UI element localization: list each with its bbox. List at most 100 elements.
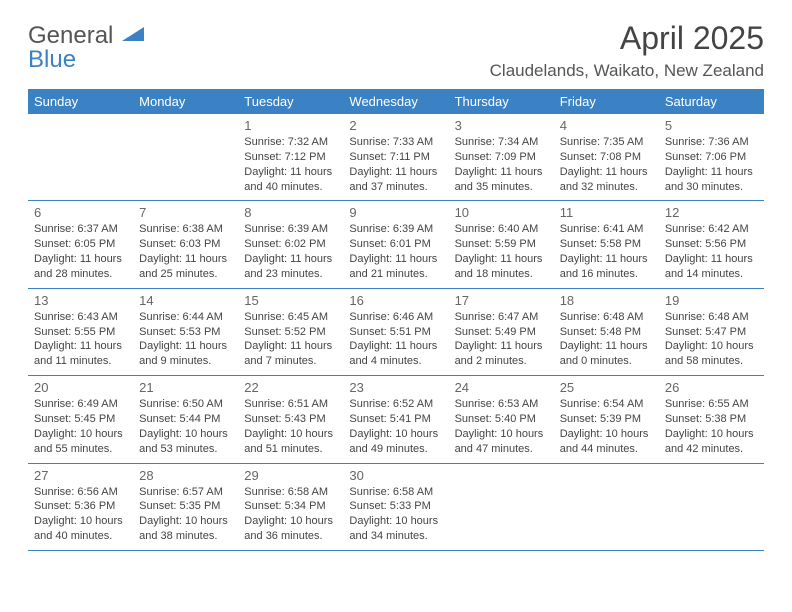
sunset-line: Sunset: 5:38 PM xyxy=(665,412,758,427)
day-details: Sunrise: 6:38 AMSunset: 6:03 PMDaylight:… xyxy=(139,222,232,281)
day-header: Saturday xyxy=(659,89,764,114)
day-details: Sunrise: 6:55 AMSunset: 5:38 PMDaylight:… xyxy=(665,397,758,456)
sunrise-line: Sunrise: 6:47 AM xyxy=(455,310,548,325)
sunset-line: Sunset: 7:11 PM xyxy=(349,150,442,165)
border-cell xyxy=(238,550,343,551)
day-number: 30 xyxy=(349,468,442,483)
calendar-day-cell: 15Sunrise: 6:45 AMSunset: 5:52 PMDayligh… xyxy=(238,288,343,375)
daylight-line: Daylight: 10 hours and 58 minutes. xyxy=(665,339,758,369)
daylight-line: Daylight: 10 hours and 55 minutes. xyxy=(34,427,127,457)
sunrise-line: Sunrise: 6:48 AM xyxy=(560,310,653,325)
sunrise-line: Sunrise: 6:57 AM xyxy=(139,485,232,500)
day-number: 8 xyxy=(244,205,337,220)
sunset-line: Sunset: 6:03 PM xyxy=(139,237,232,252)
calendar-day-cell: 12Sunrise: 6:42 AMSunset: 5:56 PMDayligh… xyxy=(659,201,764,288)
sunset-line: Sunset: 5:34 PM xyxy=(244,499,337,514)
sunset-line: Sunset: 5:49 PM xyxy=(455,325,548,340)
day-details: Sunrise: 6:40 AMSunset: 5:59 PMDaylight:… xyxy=(455,222,548,281)
daylight-line: Daylight: 11 hours and 14 minutes. xyxy=(665,252,758,282)
day-details: Sunrise: 6:56 AMSunset: 5:36 PMDaylight:… xyxy=(34,485,127,544)
day-details: Sunrise: 6:42 AMSunset: 5:56 PMDaylight:… xyxy=(665,222,758,281)
sunset-line: Sunset: 5:35 PM xyxy=(139,499,232,514)
daylight-line: Daylight: 11 hours and 30 minutes. xyxy=(665,165,758,195)
day-number: 14 xyxy=(139,293,232,308)
day-number: 2 xyxy=(349,118,442,133)
daylight-line: Daylight: 11 hours and 18 minutes. xyxy=(455,252,548,282)
day-header-row: SundayMondayTuesdayWednesdayThursdayFrid… xyxy=(28,89,764,114)
sunset-line: Sunset: 5:59 PM xyxy=(455,237,548,252)
sunrise-line: Sunrise: 6:39 AM xyxy=(244,222,337,237)
calendar-day-cell: 17Sunrise: 6:47 AMSunset: 5:49 PMDayligh… xyxy=(449,288,554,375)
daylight-line: Daylight: 10 hours and 47 minutes. xyxy=(455,427,548,457)
calendar-table: SundayMondayTuesdayWednesdayThursdayFrid… xyxy=(28,89,764,551)
day-number: 6 xyxy=(34,205,127,220)
daylight-line: Daylight: 10 hours and 53 minutes. xyxy=(139,427,232,457)
calendar-day-cell: 30Sunrise: 6:58 AMSunset: 5:33 PMDayligh… xyxy=(343,463,448,550)
calendar-day-cell: 25Sunrise: 6:54 AMSunset: 5:39 PMDayligh… xyxy=(554,376,659,463)
calendar-day-cell: 14Sunrise: 6:44 AMSunset: 5:53 PMDayligh… xyxy=(133,288,238,375)
calendar-day-cell xyxy=(28,114,133,201)
day-details: Sunrise: 6:49 AMSunset: 5:45 PMDaylight:… xyxy=(34,397,127,456)
day-number: 5 xyxy=(665,118,758,133)
sunrise-line: Sunrise: 6:58 AM xyxy=(244,485,337,500)
location-text: Claudelands, Waikato, New Zealand xyxy=(490,61,764,81)
calendar-day-cell: 22Sunrise: 6:51 AMSunset: 5:43 PMDayligh… xyxy=(238,376,343,463)
day-number: 27 xyxy=(34,468,127,483)
sunrise-line: Sunrise: 7:34 AM xyxy=(455,135,548,150)
day-number: 3 xyxy=(455,118,548,133)
daylight-line: Daylight: 10 hours and 40 minutes. xyxy=(34,514,127,544)
calendar-day-cell: 26Sunrise: 6:55 AMSunset: 5:38 PMDayligh… xyxy=(659,376,764,463)
day-number: 11 xyxy=(560,205,653,220)
sunrise-line: Sunrise: 6:56 AM xyxy=(34,485,127,500)
sunset-line: Sunset: 5:51 PM xyxy=(349,325,442,340)
calendar-day-cell xyxy=(554,463,659,550)
sunrise-line: Sunrise: 6:45 AM xyxy=(244,310,337,325)
border-cell xyxy=(659,550,764,551)
calendar-week-row: 27 Sunrise: 6:56 AMSunset: 5:36 PMDayligh… xyxy=(28,463,764,550)
calendar-day-cell: 24Sunrise: 6:53 AMSunset: 5:40 PMDayligh… xyxy=(449,376,554,463)
day-number: 20 xyxy=(34,380,127,395)
day-number: 28 xyxy=(139,468,232,483)
logo-triangle-icon xyxy=(122,25,144,41)
calendar-week-row: 20 Sunrise: 6:49 AMSunset: 5:45 PMDayligh… xyxy=(28,376,764,463)
sunrise-line: Sunrise: 6:37 AM xyxy=(34,222,127,237)
daylight-line: Daylight: 11 hours and 2 minutes. xyxy=(455,339,548,369)
day-details: Sunrise: 6:37 AMSunset: 6:05 PMDaylight:… xyxy=(34,222,127,281)
month-title: April 2025 xyxy=(490,20,764,57)
day-number: 13 xyxy=(34,293,127,308)
calendar-day-cell xyxy=(449,463,554,550)
day-details: Sunrise: 6:52 AMSunset: 5:41 PMDaylight:… xyxy=(349,397,442,456)
logo-word-2: Blue xyxy=(28,46,76,73)
sunrise-line: Sunrise: 6:55 AM xyxy=(665,397,758,412)
calendar-day-cell: 13Sunrise: 6:43 AMSunset: 5:55 PMDayligh… xyxy=(28,288,133,375)
daylight-line: Daylight: 10 hours and 42 minutes. xyxy=(665,427,758,457)
day-header: Wednesday xyxy=(343,89,448,114)
sunset-line: Sunset: 6:05 PM xyxy=(34,237,127,252)
calendar-day-cell: 20 Sunrise: 6:49 AMSunset: 5:45 PMDayligh… xyxy=(28,376,133,463)
sunrise-line: Sunrise: 6:50 AM xyxy=(139,397,232,412)
daylight-line: Daylight: 11 hours and 11 minutes. xyxy=(34,339,127,369)
calendar-day-cell: 16Sunrise: 6:46 AMSunset: 5:51 PMDayligh… xyxy=(343,288,448,375)
calendar-day-cell: 5Sunrise: 7:36 AMSunset: 7:06 PMDaylight… xyxy=(659,114,764,201)
daylight-line: Daylight: 11 hours and 25 minutes. xyxy=(139,252,232,282)
sunrise-line: Sunrise: 6:51 AM xyxy=(244,397,337,412)
sunset-line: Sunset: 5:44 PM xyxy=(139,412,232,427)
day-details: Sunrise: 6:57 AMSunset: 5:35 PMDaylight:… xyxy=(139,485,232,544)
daylight-line: Daylight: 11 hours and 32 minutes. xyxy=(560,165,653,195)
day-details: Sunrise: 6:50 AMSunset: 5:44 PMDaylight:… xyxy=(139,397,232,456)
day-details: Sunrise: 7:32 AMSunset: 7:12 PMDaylight:… xyxy=(244,135,337,194)
calendar-day-cell: 3Sunrise: 7:34 AMSunset: 7:09 PMDaylight… xyxy=(449,114,554,201)
day-details: Sunrise: 7:35 AMSunset: 7:08 PMDaylight:… xyxy=(560,135,653,194)
day-details: Sunrise: 6:39 AMSunset: 6:01 PMDaylight:… xyxy=(349,222,442,281)
sunrise-line: Sunrise: 6:54 AM xyxy=(560,397,653,412)
daylight-line: Daylight: 11 hours and 40 minutes. xyxy=(244,165,337,195)
sunrise-line: Sunrise: 6:52 AM xyxy=(349,397,442,412)
sunset-line: Sunset: 5:58 PM xyxy=(560,237,653,252)
daylight-line: Daylight: 11 hours and 35 minutes. xyxy=(455,165,548,195)
sunrise-line: Sunrise: 7:35 AM xyxy=(560,135,653,150)
sunrise-line: Sunrise: 6:40 AM xyxy=(455,222,548,237)
day-number: 15 xyxy=(244,293,337,308)
day-header: Monday xyxy=(133,89,238,114)
day-number: 16 xyxy=(349,293,442,308)
calendar-day-cell: 10Sunrise: 6:40 AMSunset: 5:59 PMDayligh… xyxy=(449,201,554,288)
